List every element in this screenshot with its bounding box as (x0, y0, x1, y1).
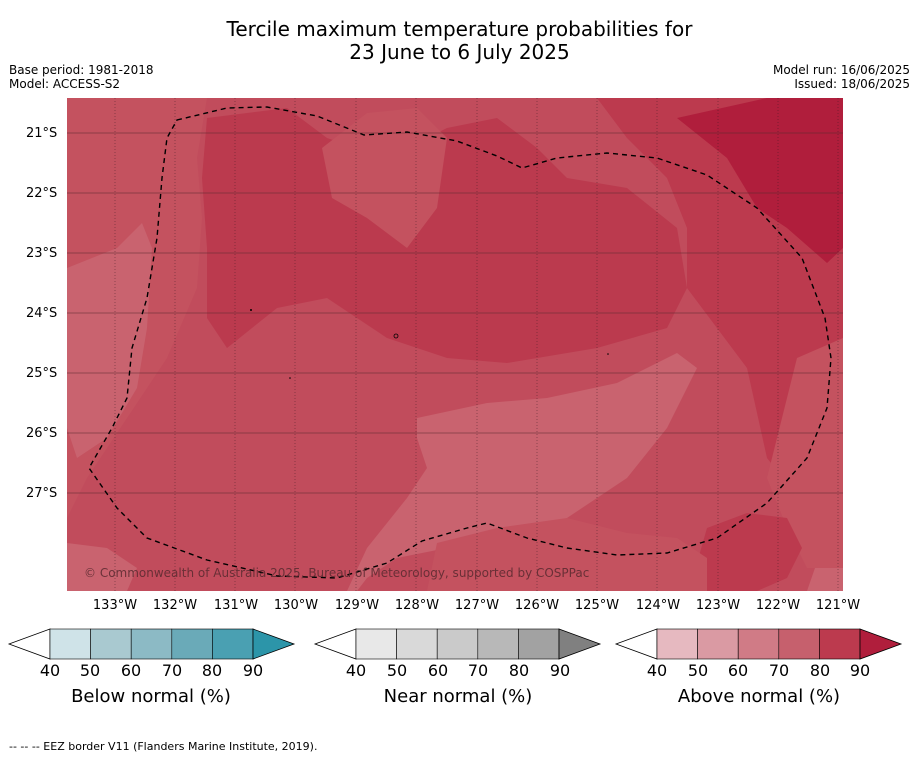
region-lower-60 (347, 353, 697, 591)
legend-near-tick: 60 (427, 661, 449, 680)
legend-below-min-extend (7, 628, 51, 660)
legend-near-swatch (355, 628, 397, 660)
lat-label: 25°S (26, 366, 58, 381)
region-left-60 (67, 223, 152, 458)
island-1 (250, 309, 252, 311)
legend-above-swatch (819, 628, 861, 660)
legend-below-swatch (90, 628, 132, 660)
legend-above-swatch (737, 628, 780, 660)
legend-above-min-extend (614, 628, 658, 660)
lat-label: 26°S (26, 426, 58, 441)
legend-below-tick: 40 (39, 661, 61, 680)
legend-near-swatch (396, 628, 438, 660)
legend-above-tick: 60 (727, 661, 749, 680)
legend-near-tick: 50 (386, 661, 408, 680)
base-period: Base period: 1981-2018 (9, 63, 154, 77)
lon-label: 127°W (454, 598, 500, 613)
region-bottomleft-60 (67, 543, 137, 591)
legend-above-tick: 40 (646, 661, 668, 680)
region-topright-90 (677, 98, 843, 263)
legend-above-swatch (697, 628, 739, 660)
legend-below-swatch (171, 628, 213, 660)
title-line-2: 23 June to 6 July 2025 (349, 40, 570, 64)
legend-near-title: Near normal (%) (383, 686, 533, 707)
latitude-lines (67, 132, 843, 494)
legend-below-tick: 70 (161, 661, 183, 680)
meta-right: Model run: 16/06/2025 Issued: 18/06/2025 (773, 63, 910, 91)
legend-below-tick: 50 (79, 661, 101, 680)
lon-label: 133°W (92, 598, 138, 613)
legend-above-title: Above normal (%) (677, 686, 841, 707)
legend-above-tick: 50 (687, 661, 709, 680)
legend-above-tick: 90 (849, 661, 871, 680)
model-name: Model: ACCESS-S2 (9, 77, 121, 91)
title-line-1: Tercile maximum temperature probabilitie… (226, 17, 693, 41)
map-title: Tercile maximum temperature probabilitie… (0, 18, 919, 64)
legend-above-tick: 70 (768, 661, 790, 680)
island-4 (607, 353, 609, 355)
legend-above-swatch (778, 628, 820, 660)
model-run: Model run: 16/06/2025 (772, 63, 910, 77)
lon-label: 123°W (695, 598, 741, 613)
lon-label: 130°W (273, 598, 319, 613)
copyright-text: © Commonwealth of Australia 2025, Bureau… (84, 566, 590, 580)
island-3 (289, 377, 291, 379)
legend-below-tick: 80 (201, 661, 223, 680)
legend-near-tick: 40 (345, 661, 367, 680)
legend-near-swatch (477, 628, 519, 660)
issued-date: Issued: 18/06/2025 (794, 77, 910, 91)
lon-label: 128°W (394, 598, 440, 613)
legend-below-max-extend (252, 628, 296, 660)
lat-label: 23°S (26, 246, 58, 261)
legend-below-swatch (130, 628, 173, 660)
legend-near-max-extend (558, 628, 602, 660)
eez-footnote: -- -- -- EEZ border V11 (Flanders Marine… (9, 740, 318, 753)
lon-label: 131°W (213, 598, 259, 613)
legend-near-swatch (436, 628, 479, 660)
region-right-70 (767, 338, 843, 568)
legend-near-tick: 90 (549, 661, 571, 680)
lon-label: 129°W (334, 598, 380, 613)
lat-label: 22°S (26, 186, 58, 201)
lon-label: 124°W (635, 598, 681, 613)
lon-label: 132°W (152, 598, 198, 613)
graticule (114, 98, 839, 591)
legend-below-tick: 90 (242, 661, 264, 680)
eez-border (88, 106, 832, 579)
legend-near-tick: 70 (467, 661, 489, 680)
legend-below-title: Below normal (%) (71, 686, 231, 707)
lon-label: 121°W (815, 598, 861, 613)
probability-map (67, 98, 843, 591)
island-2 (393, 333, 399, 339)
legend-below-tick: 60 (120, 661, 142, 680)
legend-colorbars (7, 628, 903, 660)
lat-label: 21°S (26, 126, 58, 141)
legend-near-swatch (518, 628, 560, 660)
legend-below-swatch (49, 628, 91, 660)
legend-below-swatch (212, 628, 254, 660)
legend-above-tick: 80 (809, 661, 831, 680)
lon-label: 125°W (574, 598, 620, 613)
lon-label: 122°W (755, 598, 801, 613)
region-bottom-70 (427, 518, 707, 591)
region-lowerright-80 (697, 513, 802, 591)
legend-near-min-extend (313, 628, 357, 660)
meta-left: Base period: 1981-2018 Model: ACCESS-S2 (9, 63, 154, 91)
region-bottomright-60 (807, 568, 843, 591)
region-center-80 (202, 108, 687, 363)
lat-label: 27°S (26, 486, 58, 501)
lat-label: 24°S (26, 306, 58, 321)
lon-label: 126°W (514, 598, 560, 613)
legend-near-tick: 80 (508, 661, 530, 680)
legend-above-max-extend (859, 628, 903, 660)
legend-above-swatch (656, 628, 698, 660)
